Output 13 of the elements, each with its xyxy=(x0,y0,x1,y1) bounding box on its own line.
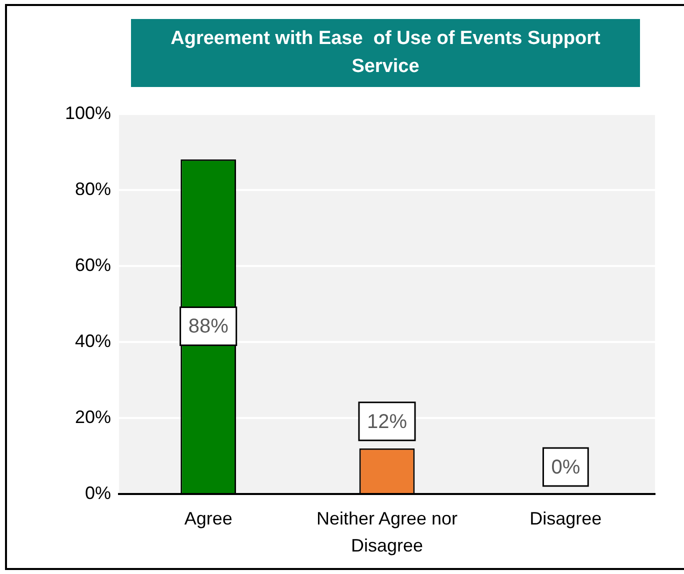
y-tick-label: 80% xyxy=(74,178,111,199)
y-tick-label: 40% xyxy=(74,330,111,351)
x-tick-label: Neither Agree nor Disagree xyxy=(316,508,458,556)
x-tick-label: Disagree xyxy=(530,508,602,528)
x-tick-label: Agree xyxy=(184,508,232,528)
y-tick-label: 0% xyxy=(84,482,111,503)
y-tick-label: 100% xyxy=(64,102,111,123)
data-label: 12% xyxy=(366,410,408,433)
y-tick-label: 60% xyxy=(74,254,111,275)
data-label: 0% xyxy=(551,456,580,479)
data-label: 88% xyxy=(188,316,229,338)
chart-title: Agreement with Ease of Use of Events Support Service xyxy=(170,27,602,79)
y-tick-label: 20% xyxy=(74,406,111,427)
